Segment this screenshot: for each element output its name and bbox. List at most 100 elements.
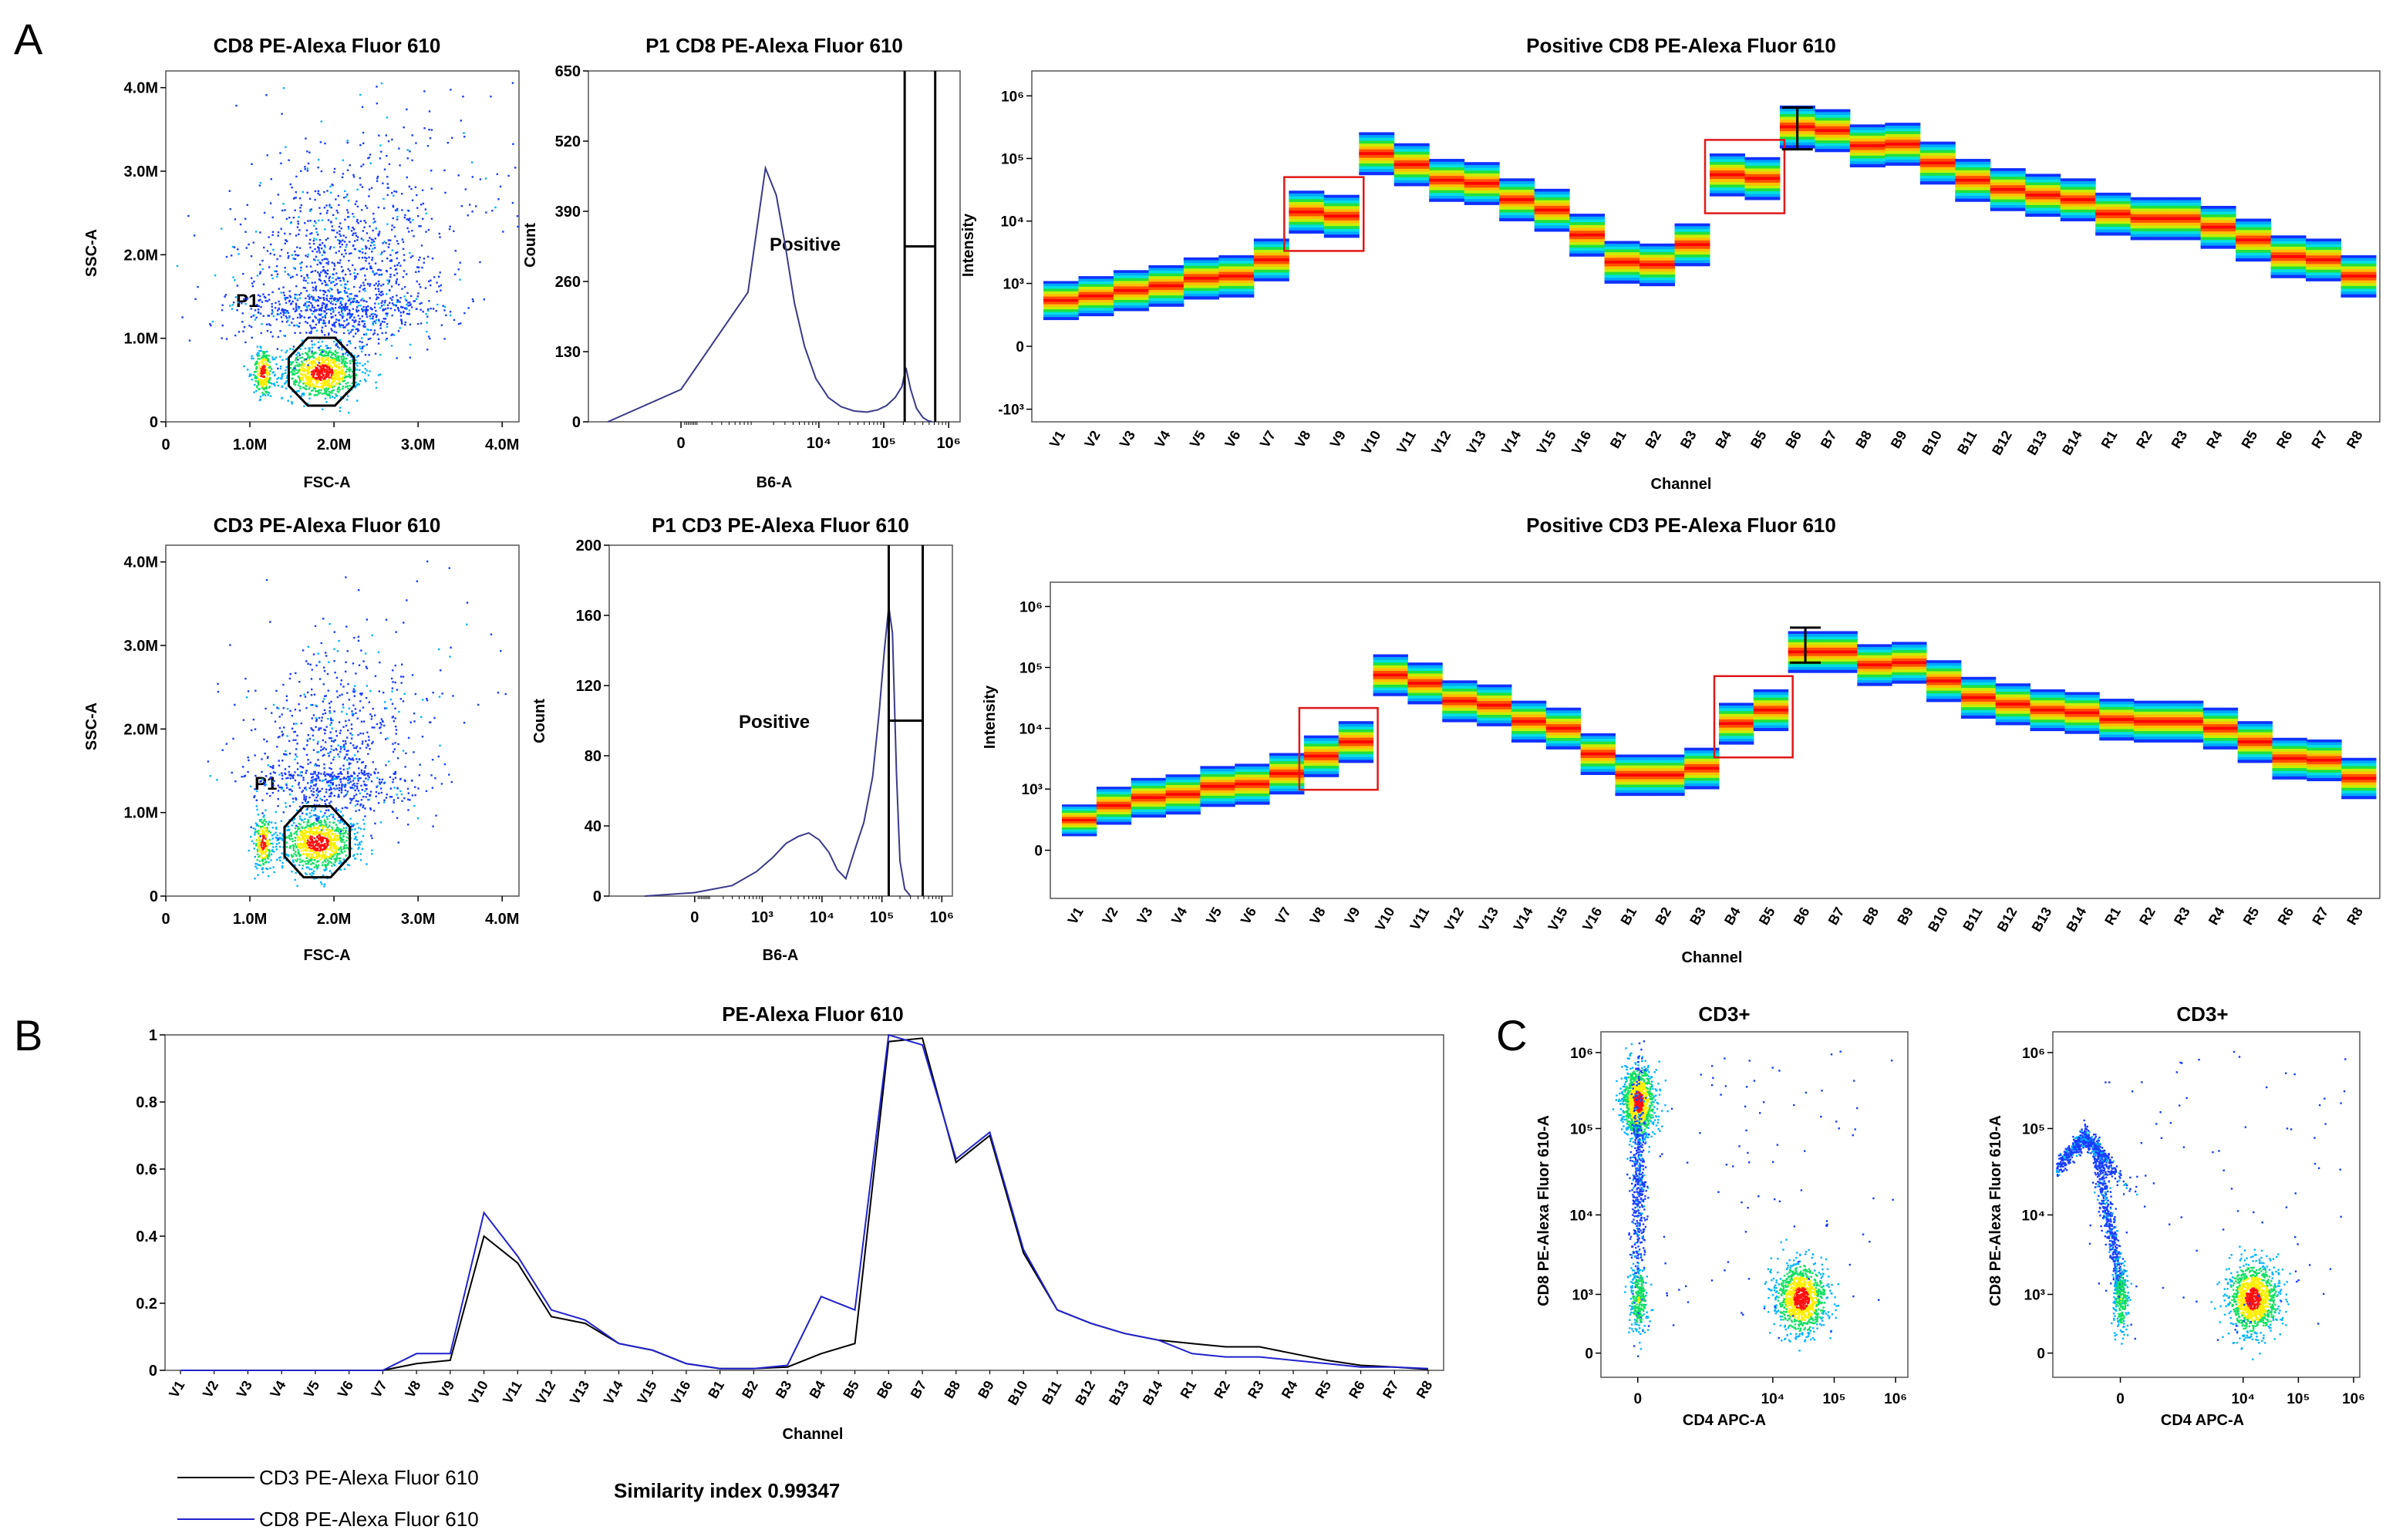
event-dot bbox=[325, 364, 327, 366]
event-dot bbox=[258, 833, 261, 835]
intensity-band bbox=[1604, 246, 1640, 250]
event-dot bbox=[334, 829, 336, 832]
event-dot bbox=[420, 204, 423, 206]
event-dot bbox=[284, 308, 287, 312]
event-dot bbox=[339, 830, 342, 833]
event-dot bbox=[285, 146, 287, 148]
event-dot bbox=[296, 298, 299, 302]
plot-frame bbox=[588, 70, 961, 423]
event-dot bbox=[278, 308, 280, 311]
event-dot bbox=[427, 280, 430, 283]
event-dot bbox=[291, 785, 294, 787]
event-dot bbox=[419, 256, 421, 259]
event-dot bbox=[361, 347, 364, 350]
y-tick-label: 390 bbox=[555, 204, 581, 221]
event-dot bbox=[338, 639, 340, 642]
event-dot bbox=[293, 864, 296, 867]
event-dot bbox=[348, 373, 351, 376]
event-dot bbox=[269, 382, 271, 384]
event-dot bbox=[323, 207, 326, 209]
event-dot bbox=[396, 215, 399, 218]
event-dot bbox=[331, 225, 333, 227]
event-dot bbox=[340, 356, 343, 358]
event-dot bbox=[291, 318, 295, 320]
event-dot bbox=[349, 331, 352, 333]
event-dot bbox=[312, 653, 315, 655]
event-dot bbox=[326, 832, 329, 834]
event-dot bbox=[381, 251, 383, 254]
event-dot bbox=[276, 258, 278, 261]
event-dot bbox=[305, 332, 308, 334]
intensity-band bbox=[1744, 185, 1781, 189]
intensity-band bbox=[1990, 194, 2026, 197]
channel-label-B9: B9 bbox=[1888, 428, 1910, 451]
event-dot bbox=[328, 828, 330, 831]
event-dot bbox=[316, 836, 318, 838]
event-dot bbox=[332, 308, 334, 310]
event-dot bbox=[338, 319, 340, 322]
event-dot bbox=[312, 862, 314, 864]
event-dot bbox=[348, 763, 350, 766]
event-dot bbox=[328, 300, 330, 302]
event-dot bbox=[435, 310, 437, 312]
event-dot bbox=[344, 830, 347, 832]
event-dot bbox=[259, 272, 261, 275]
event-dot bbox=[342, 324, 345, 327]
event-dot bbox=[261, 268, 265, 271]
event-dot bbox=[299, 332, 302, 334]
event-dot bbox=[342, 279, 345, 282]
event-dot bbox=[297, 843, 299, 845]
event-dot bbox=[266, 868, 269, 871]
event-dot bbox=[317, 376, 319, 379]
event-dot bbox=[375, 318, 378, 322]
event-dot bbox=[318, 249, 320, 251]
intensity-band bbox=[1674, 223, 1710, 227]
event-dot bbox=[399, 315, 403, 317]
channel-column-B4 bbox=[1710, 153, 1745, 197]
event-dot bbox=[361, 848, 364, 851]
intensity-band bbox=[1744, 180, 1781, 184]
event-dot bbox=[293, 370, 295, 372]
event-dot bbox=[329, 855, 331, 858]
event-dot bbox=[352, 329, 355, 331]
event-dot bbox=[305, 770, 308, 772]
event-dot bbox=[365, 380, 367, 382]
event-dot bbox=[322, 269, 325, 272]
event-dot bbox=[338, 250, 340, 252]
channel-column-V12 bbox=[1429, 159, 1465, 202]
event-dot bbox=[318, 359, 321, 362]
event-dot bbox=[271, 309, 274, 312]
intensity-band bbox=[1885, 136, 1921, 140]
channel-label-R3: R3 bbox=[2169, 428, 2191, 451]
event-dot bbox=[278, 288, 281, 290]
event-dot bbox=[263, 814, 265, 817]
intensity-band bbox=[1569, 244, 1606, 248]
event-dot bbox=[241, 312, 244, 315]
event-dot bbox=[387, 140, 390, 143]
event-dot bbox=[328, 832, 330, 834]
intensity-band bbox=[1639, 282, 1676, 287]
event-dot bbox=[357, 309, 360, 312]
event-dot bbox=[271, 311, 274, 313]
intensity-band bbox=[1393, 151, 1430, 155]
event-dot bbox=[298, 307, 300, 310]
event-dot bbox=[374, 288, 377, 290]
event-dot bbox=[330, 846, 332, 848]
event-dot bbox=[268, 861, 270, 864]
intensity-band bbox=[1218, 254, 1255, 259]
event-dot bbox=[261, 394, 265, 396]
event-dot bbox=[242, 719, 245, 721]
event-dot bbox=[298, 216, 300, 218]
event-dot bbox=[258, 848, 261, 850]
event-dot bbox=[309, 393, 312, 396]
event-dot bbox=[298, 233, 300, 236]
event-dot bbox=[262, 834, 265, 837]
event-dot bbox=[347, 288, 349, 291]
event-dot bbox=[248, 759, 250, 762]
event-dot bbox=[271, 277, 274, 280]
event-dot bbox=[344, 303, 347, 305]
event-dot bbox=[356, 822, 359, 825]
intensity-band bbox=[1253, 267, 1289, 271]
intensity-band bbox=[1464, 164, 1500, 169]
event-dot bbox=[261, 368, 264, 371]
